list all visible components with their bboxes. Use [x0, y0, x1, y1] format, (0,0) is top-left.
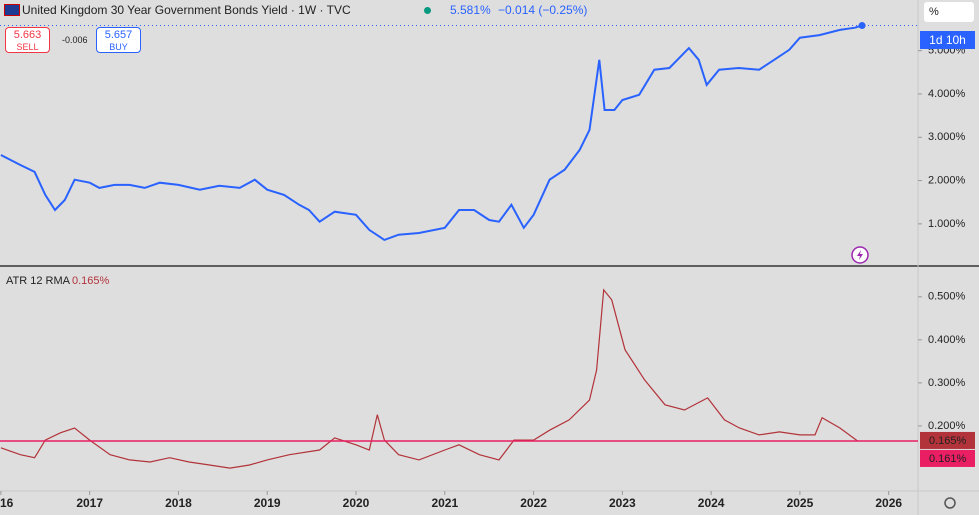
y-tick-label: 3.000% [928, 131, 966, 143]
value-box-label: 0.165% [929, 435, 967, 447]
y-tick-label: 0.500% [928, 291, 966, 303]
buy-price: 5.657 [104, 29, 133, 41]
x-tick-label: 2017 [76, 496, 103, 510]
bar-countdown: 1d 10h [920, 31, 975, 49]
x-tick-label: 2021 [431, 496, 458, 510]
data-line [0, 24, 863, 242]
level-label: 0.161% [929, 453, 967, 465]
level-box [920, 449, 975, 467]
buy-label: BUY [109, 42, 128, 52]
indicator-title: ATR 12 RMA [6, 275, 70, 287]
y-tick-label: 1.000% [928, 218, 966, 230]
x-tick-label: 2022 [520, 496, 547, 510]
x-tick-label: 2024 [698, 496, 725, 510]
x-tick-label: 16 [0, 496, 14, 510]
last-price: 5.581% [450, 3, 491, 17]
x-tick-label: 2018 [165, 496, 192, 510]
sell-label: SELL [16, 42, 39, 52]
x-tick-label: 2025 [787, 496, 814, 510]
y-tick-label: 0.400% [928, 334, 966, 346]
sell-button[interactable]: 5.663 SELL [5, 27, 50, 53]
settings-icon[interactable] [944, 497, 956, 509]
sell-price: 5.663 [13, 29, 42, 41]
x-tick-label: 2023 [609, 496, 636, 510]
x-tick-label: 2026 [875, 496, 902, 510]
symbol-title: United Kingdom 30 Year Government Bonds … [22, 3, 351, 17]
flag [4, 4, 20, 16]
data-line [0, 288, 858, 469]
price-change: −0.014 (−0.25%) [498, 3, 588, 17]
x-tick-label: 2020 [343, 496, 370, 510]
y-tick-label: 0.300% [928, 377, 966, 389]
indicator-value: 0.165% [72, 275, 110, 287]
x-tick-label: 2019 [254, 496, 281, 510]
last-point [858, 22, 866, 30]
market-status [424, 7, 431, 14]
alert-bolt [857, 250, 863, 260]
value-box [920, 431, 975, 449]
y-tick-label: 0.200% [928, 420, 966, 432]
y-tick-label: 2.000% [928, 174, 966, 186]
spread: -0.006 [62, 35, 88, 45]
unit-button[interactable]: % [924, 2, 974, 22]
y-tick-label: 4.000% [928, 88, 966, 100]
buy-button[interactable]: 5.657 BUY [96, 27, 141, 53]
